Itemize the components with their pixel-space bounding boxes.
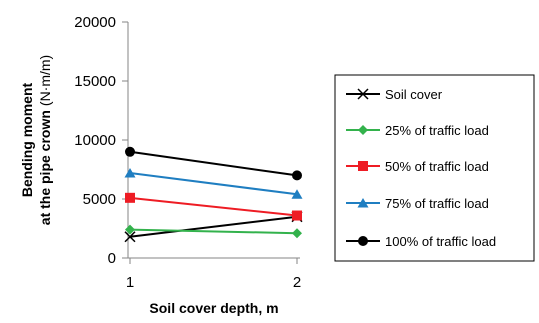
legend-marker — [358, 125, 368, 135]
series-line — [129, 215, 298, 238]
y-axis-title: Bending moment at the pipe crown (N·m/m) — [19, 55, 53, 225]
y-axis-title-line2: at the pipe crown (N·m/m) — [37, 55, 53, 225]
x-tick-label: 1 — [126, 274, 134, 291]
data-point — [291, 189, 303, 199]
legend-label: 25% of traffic load — [385, 123, 489, 138]
data-point — [124, 168, 136, 178]
y-axis-title-unit: (N·m/m) — [37, 55, 53, 106]
series-line — [129, 196, 298, 217]
series-line — [129, 228, 298, 235]
legend-marker — [357, 88, 369, 100]
series-0 — [124, 211, 303, 243]
data-point — [125, 146, 135, 157]
series-line — [129, 172, 298, 196]
legend-item: 75% of traffic load — [346, 196, 489, 211]
series-layer — [124, 146, 303, 243]
series-1 — [125, 224, 302, 239]
x-tick-label: 2 — [293, 274, 301, 291]
y-tick-label: 10000 — [74, 132, 116, 149]
y-axis-title-line2-text: at the pipe crown — [37, 110, 53, 225]
series-3 — [124, 168, 303, 199]
legend-marker — [357, 198, 369, 208]
legend-marker — [358, 236, 368, 246]
legend-box — [334, 74, 535, 262]
y-tick-labels: 0 5000 10000 15000 20000 — [74, 14, 128, 267]
legend-label: Soil cover — [385, 87, 443, 102]
data-point — [124, 231, 136, 243]
legend-label: 100% of traffic load — [385, 234, 496, 249]
legend-label: 75% of traffic load — [385, 196, 489, 211]
chart-axes — [127, 22, 300, 259]
y-tick-label: 20000 — [74, 14, 116, 31]
legend-label: 50% of traffic load — [385, 159, 489, 174]
y-axis-title-line1: Bending moment — [19, 83, 35, 198]
data-point — [292, 228, 302, 239]
legend-item: 100% of traffic load — [346, 234, 496, 249]
data-point — [292, 170, 302, 181]
x-axis-title: Soil cover depth, m — [149, 300, 278, 316]
legend: Soil cover 25% of traffic load 50% of traf… — [346, 87, 496, 249]
legend-item: Soil cover — [346, 87, 443, 102]
y-tick-label: 5000 — [83, 191, 116, 208]
legend-item: 25% of traffic load — [346, 123, 489, 138]
data-point — [125, 224, 135, 235]
series-2 — [125, 192, 302, 221]
y-tick-label: 15000 — [74, 73, 116, 90]
legend-item: 50% of traffic load — [346, 159, 489, 174]
legend-marker — [358, 161, 368, 171]
data-point — [125, 192, 135, 203]
y-tick-label: 0 — [108, 250, 116, 267]
series-line — [129, 150, 298, 177]
data-point — [292, 210, 302, 221]
series-4 — [125, 146, 302, 181]
